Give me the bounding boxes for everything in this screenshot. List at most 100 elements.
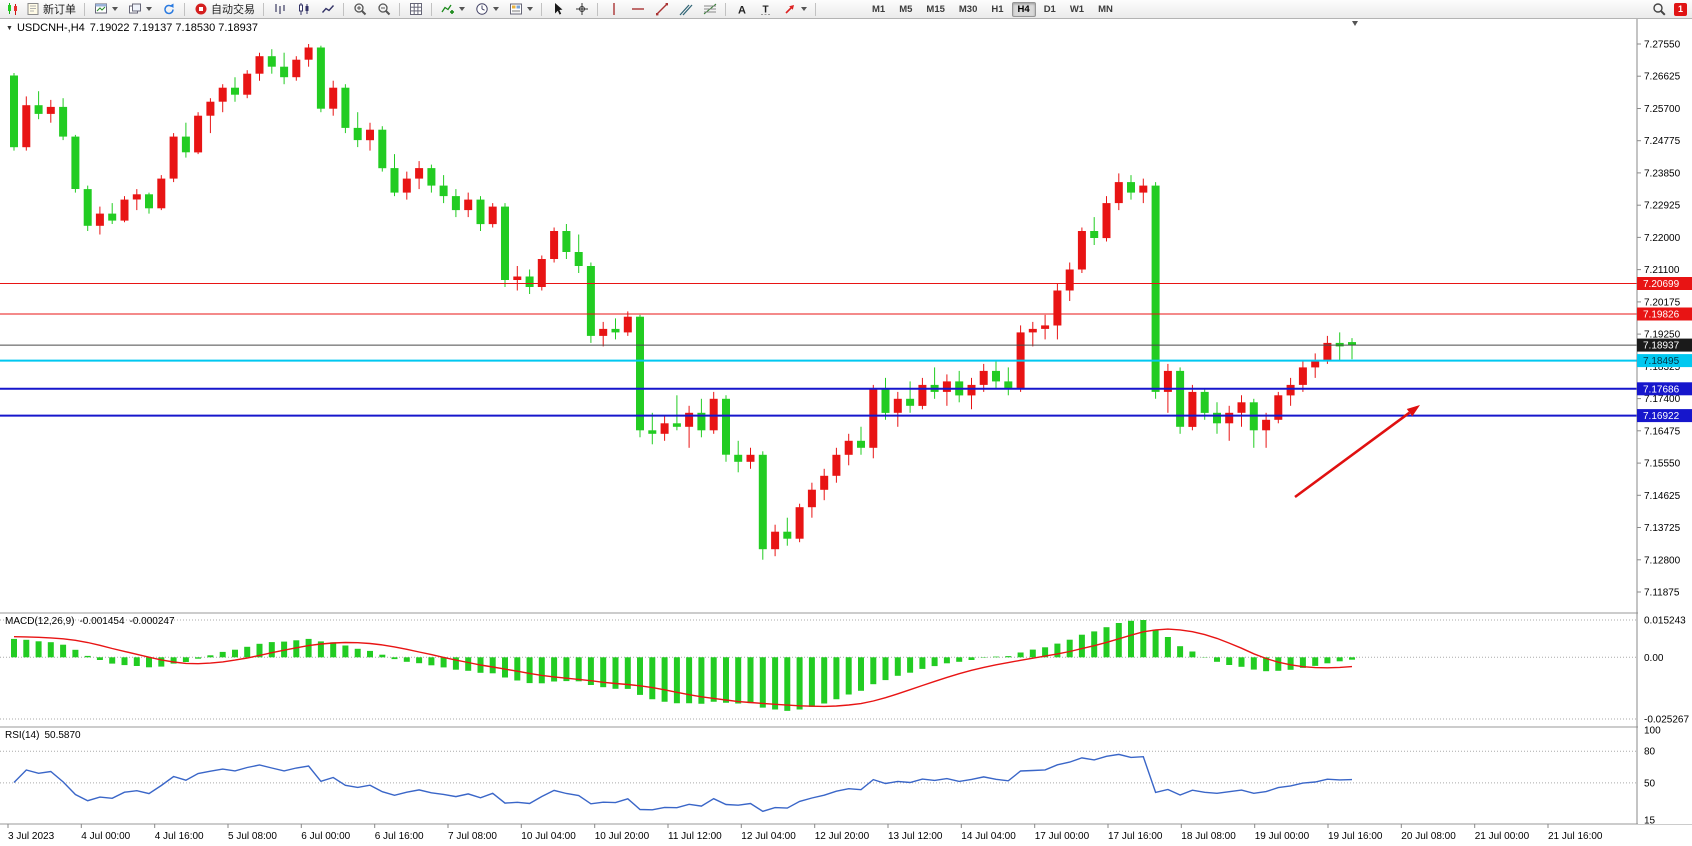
toolbar: 新订单 自动交易 A T M1 M5 M15 M30 H1 H4 D1 W1 MN 1: [0, 0, 1692, 19]
candle: [341, 84, 350, 134]
app-symbol-icon: [5, 2, 20, 16]
timeframe-m5[interactable]: M5: [899, 3, 913, 15]
vertical-line-icon: [606, 2, 621, 16]
timeframe-mn[interactable]: MN: [1098, 3, 1113, 15]
notification-badge[interactable]: 1: [1674, 2, 1687, 16]
templates-button[interactable]: [504, 1, 537, 18]
indicators-button[interactable]: [436, 1, 469, 18]
candle: [906, 381, 915, 413]
price-axis[interactable]: 7.27550 7.26625 7.25700 7.24775 7.23850 7.229…: [1637, 40, 1681, 599]
candle: [1348, 338, 1356, 360]
timeframe-d1[interactable]: D1: [1043, 3, 1056, 15]
symbol-collapse-caret-icon[interactable]: ▼: [6, 25, 13, 32]
profiles-button[interactable]: [123, 1, 156, 18]
price-level-tag: 7.20699: [1637, 277, 1692, 290]
candle: [1200, 388, 1209, 420]
autotrading-button[interactable]: 自动交易: [189, 1, 259, 18]
candles-layer[interactable]: [10, 44, 1356, 560]
crosshair-button[interactable]: [570, 1, 593, 18]
macd-pane[interactable]: 0.015243 0.00 -0.025267: [0, 616, 1689, 726]
candle: [1065, 262, 1074, 301]
horizontal-line-button[interactable]: [626, 1, 649, 18]
rsi-pane[interactable]: 100 80 50 15: [0, 726, 1661, 827]
candle: [525, 269, 534, 294]
candle: [660, 416, 669, 441]
candlestick-chart-button[interactable]: [292, 1, 315, 18]
timeframe-m15[interactable]: M15: [926, 3, 945, 15]
periods-button[interactable]: [470, 1, 503, 18]
new-order-button[interactable]: 新订单: [21, 1, 80, 18]
line-chart-button[interactable]: [316, 1, 339, 18]
price-level-tag: 7.16922: [1637, 409, 1692, 423]
zoom-in-button[interactable]: [348, 1, 371, 18]
candle: [918, 377, 927, 410]
toolbar-separator: [184, 2, 185, 16]
candle: [71, 134, 80, 193]
text-button[interactable]: A: [730, 1, 753, 18]
new-order-icon: [25, 2, 40, 16]
svg-text:4 Jul 00:00: 4 Jul 00:00: [81, 831, 130, 842]
candle: [820, 468, 829, 501]
vertical-line-button[interactable]: [602, 1, 625, 18]
text-label-button[interactable]: T: [754, 1, 777, 18]
candle: [378, 126, 387, 172]
text-tool-icon: A: [734, 2, 749, 17]
zoom-out-icon: [376, 2, 391, 16]
cursor-button[interactable]: [546, 1, 569, 18]
arrows-button[interactable]: [778, 1, 811, 18]
indicators-list-button[interactable]: [404, 1, 427, 18]
svg-text:7.14625: 7.14625: [1644, 491, 1681, 502]
candle: [280, 52, 289, 85]
candle: [550, 227, 559, 263]
timeframe-h4[interactable]: H4: [1011, 1, 1036, 17]
candle: [844, 433, 853, 466]
toolbar-separator: [399, 2, 400, 16]
svg-text:7.18937: 7.18937: [1643, 341, 1680, 352]
toolbar-separator: [263, 2, 264, 16]
candle: [451, 189, 460, 218]
candle: [893, 391, 902, 427]
time-axis[interactable]: 3 Jul 2023 4 Jul 00:00 4 Jul 16:00 5 Jul 08…: [7, 824, 1603, 842]
search-button[interactable]: [1647, 1, 1670, 18]
candle: [758, 451, 767, 560]
candle: [439, 175, 448, 204]
timeframe-m30[interactable]: M30: [958, 3, 978, 15]
svg-text:12 Jul 20:00: 12 Jul 20:00: [815, 831, 870, 842]
periods-caret-icon: [493, 7, 499, 11]
toolbar-separator: [84, 2, 85, 16]
trendline-button[interactable]: [650, 1, 673, 18]
svg-text:7.18325: 7.18325: [1644, 362, 1681, 373]
macd-signal-value: -0.000247: [129, 616, 175, 627]
candle: [979, 363, 988, 392]
timeframe-h1[interactable]: H1: [991, 3, 1004, 15]
zoom-out-button[interactable]: [372, 1, 395, 18]
candle: [1213, 402, 1221, 434]
candle: [599, 321, 608, 347]
candle: [353, 112, 362, 148]
annotation-arrow[interactable]: [1294, 405, 1420, 499]
candle: [857, 426, 865, 455]
candle: [1225, 405, 1234, 441]
svg-text:7.21100: 7.21100: [1644, 265, 1680, 276]
timeframe-m1[interactable]: M1: [872, 3, 886, 15]
svg-text:7.15550: 7.15550: [1644, 459, 1681, 470]
svg-text:7.11875: 7.11875: [1644, 588, 1680, 599]
channel-button[interactable]: [674, 1, 697, 18]
toolbar-separator: [343, 2, 344, 16]
fibonacci-icon: [702, 2, 717, 16]
macd-name: MACD(12,26,9): [5, 616, 75, 627]
fibonacci-button[interactable]: [698, 1, 721, 18]
candle: [1041, 314, 1050, 340]
new-chart-icon: [93, 2, 108, 16]
indicators-icon: [440, 2, 455, 16]
candle: [807, 482, 816, 518]
bars-chart-button[interactable]: [268, 1, 291, 18]
chart-shift-marker[interactable]: [1352, 21, 1358, 26]
refresh-button[interactable]: [157, 1, 180, 18]
candle: [1237, 395, 1246, 427]
cursor-icon: [550, 2, 565, 16]
new-chart-button[interactable]: [89, 1, 122, 18]
svg-text:18 Jul 08:00: 18 Jul 08:00: [1181, 831, 1236, 842]
timeframe-w1[interactable]: W1: [1069, 3, 1085, 15]
